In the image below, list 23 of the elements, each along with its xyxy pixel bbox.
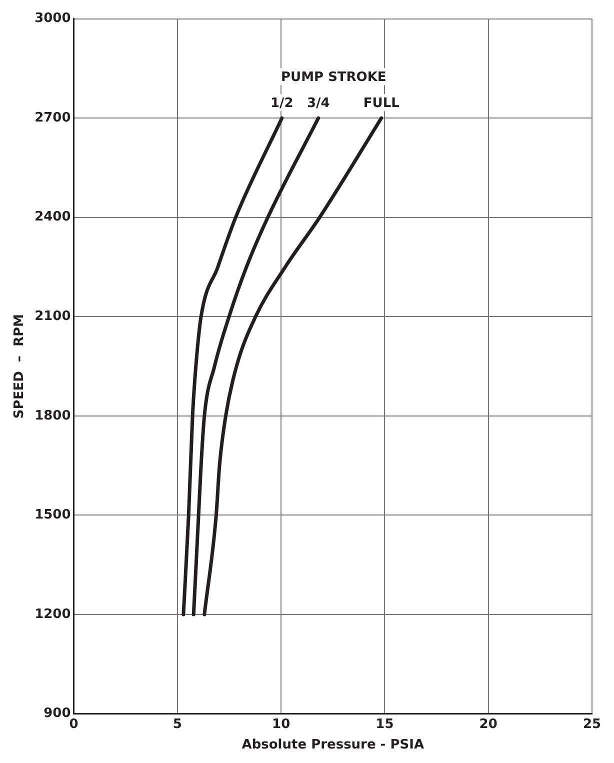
x-tick-label: 0 [69,716,78,732]
y-tick-label: 1500 [34,508,71,523]
x-tick-label: 5 [172,716,182,732]
series-label: 3/4 [306,96,330,111]
x-tick-label: 25 [582,716,602,732]
line-series [202,116,384,616]
x-tick-label: 20 [479,716,498,732]
y-tick-label: 900 [44,706,71,722]
legend-title: PUMP STROKE [280,70,386,85]
line-series [192,116,320,616]
x-axis-title: Absolute Pressure - PSIA [242,738,424,753]
y-tick-label: 2100 [34,309,71,324]
y-tick-label: 3000 [34,11,71,26]
y-tick-label: 1200 [34,606,71,622]
y-axis-title: SPEED – RPM [12,314,28,419]
series-label: FULL [363,96,400,111]
series-label: 1/2 [270,96,294,111]
y-tick-label: 2700 [34,110,71,126]
y-tick-label: 2400 [34,210,71,225]
x-tick-label: 15 [376,716,394,732]
y-tick-label: 1800 [34,408,71,424]
line-series [182,116,284,616]
x-tick-label: 10 [272,716,290,732]
